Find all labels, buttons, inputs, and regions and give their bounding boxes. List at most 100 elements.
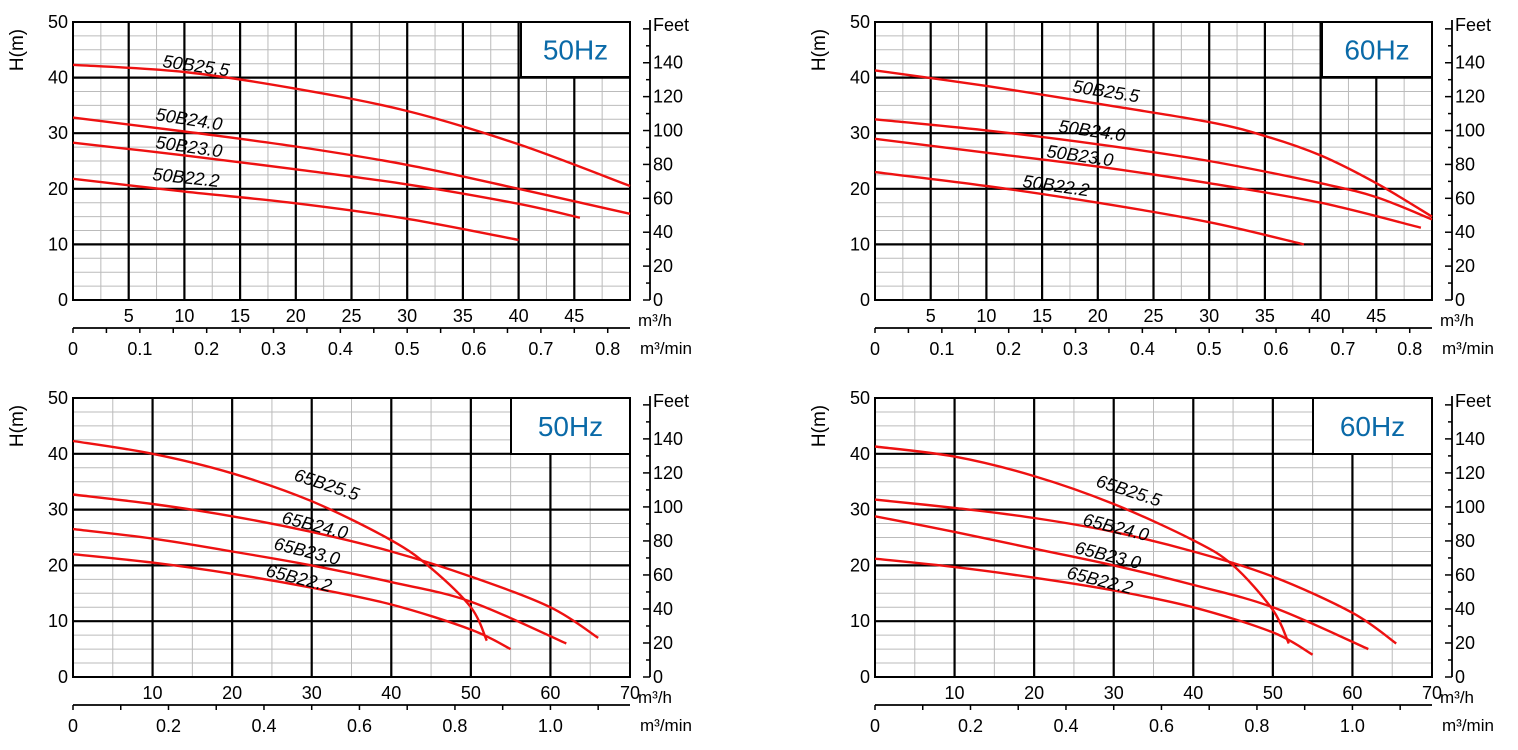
plot-frame <box>874 21 1433 301</box>
feet-axis-label: Feet <box>1455 15 1491 35</box>
m3min-tick-label: 0 <box>870 339 880 359</box>
m3min-tick-label: 0 <box>68 716 78 736</box>
curve-label-50B22.2: 50B22.2 <box>152 164 221 191</box>
x-tick-label: 30 <box>1104 683 1124 703</box>
m3min-tick-label: 0 <box>68 339 78 359</box>
x-tick-label: 40 <box>1183 683 1203 703</box>
y-tick-label: 0 <box>860 667 870 687</box>
x-axis-unit-m3min: m³/min <box>1442 716 1494 735</box>
x-tick-label: 35 <box>453 306 473 326</box>
x-tick-label: 10 <box>143 683 163 703</box>
x-tick-label: 45 <box>1366 306 1386 326</box>
m3min-tick-label: 0.8 <box>1397 339 1422 359</box>
curve-50B23.0 <box>874 137 1422 229</box>
feet-tick-label: 120 <box>1455 463 1485 483</box>
feet-tick-label: 0 <box>653 667 663 687</box>
m3min-tick-label: 0.8 <box>442 716 467 736</box>
curves <box>72 63 631 242</box>
curve-65B24.0 <box>72 493 599 639</box>
m3min-tick-label: 0.5 <box>395 339 420 359</box>
y-tick-label: 40 <box>850 68 870 88</box>
y-tick-label: 10 <box>850 611 870 631</box>
m3min-tick-label: 0.2 <box>996 339 1021 359</box>
y-tick-label: 40 <box>48 68 68 88</box>
feet-axis-label: Feet <box>653 15 689 35</box>
curve-50B24.0 <box>874 118 1433 221</box>
y-tick-label: 0 <box>58 667 68 687</box>
x-tick-label: 15 <box>1032 306 1052 326</box>
y-axis-label: H(m) <box>7 405 28 447</box>
feet-tick-label: 100 <box>653 121 683 141</box>
m3min-tick-label: 0.3 <box>261 339 286 359</box>
plot-frame <box>874 397 1433 678</box>
curve-50B25.5 <box>72 63 631 188</box>
feet-tick-label: 40 <box>653 222 673 242</box>
y-axis-label: H(m) <box>809 29 830 71</box>
frequency-label: 60Hz <box>1344 35 1409 66</box>
y-tick-label: 10 <box>850 234 870 254</box>
m3min-tick-label: 0.4 <box>251 716 276 736</box>
curve-50B22.2 <box>72 177 519 242</box>
feet-tick-label: 140 <box>653 429 683 449</box>
feet-tick-label: 0 <box>1455 667 1465 687</box>
x-tick-label: 10 <box>174 306 194 326</box>
m3min-tick-label: 0.3 <box>1063 339 1088 359</box>
y-tick-label: 50 <box>48 388 68 408</box>
frequency-box <box>520 21 631 78</box>
x-tick-label: 5 <box>926 306 936 326</box>
x-tick-label: 70 <box>620 683 640 703</box>
plot-frame <box>72 397 631 678</box>
feet-tick-label: 60 <box>653 565 673 585</box>
m3min-tick-label: 0.7 <box>528 339 553 359</box>
y-tick-label: 50 <box>850 12 870 32</box>
curve-65B23.0 <box>874 515 1369 651</box>
x-tick-label: 30 <box>1199 306 1219 326</box>
x-axis-unit-m3min: m³/min <box>640 339 692 358</box>
curve-50B22.2 <box>874 170 1305 246</box>
m3min-tick-label: 0.8 <box>595 339 620 359</box>
feet-axis-label: Feet <box>653 391 689 411</box>
x-tick-label: 15 <box>230 306 250 326</box>
x-tick-label: 50 <box>1263 683 1283 703</box>
y-tick-label: 10 <box>48 611 68 631</box>
x-tick-label: 40 <box>1311 306 1331 326</box>
feet-tick-label: 40 <box>1455 599 1475 619</box>
y-tick-label: 30 <box>850 123 870 143</box>
chart-panel-1: 50Hz50B25.550B24.050B23.050B22.201020304… <box>7 12 692 359</box>
y-axis-label: H(m) <box>809 405 830 447</box>
m3min-tick-label: 0.7 <box>1330 339 1355 359</box>
m3min-tick-label: 0.2 <box>156 716 181 736</box>
feet-tick-label: 140 <box>653 53 683 73</box>
x-axis-unit-m3min: m³/min <box>1442 339 1494 358</box>
feet-tick-label: 120 <box>653 463 683 483</box>
curve-label-50B25.5: 50B25.5 <box>161 51 231 80</box>
y-tick-label: 0 <box>860 290 870 310</box>
curves <box>874 69 1433 246</box>
curve-65B22.2 <box>874 557 1314 656</box>
m3min-tick-label: 0.4 <box>1130 339 1155 359</box>
x-axis-unit-m3min: m³/min <box>640 716 692 735</box>
x-tick-label: 60 <box>540 683 560 703</box>
y-tick-label: 20 <box>850 179 870 199</box>
m3min-tick-label: 0.6 <box>1264 339 1289 359</box>
x-tick-label: 35 <box>1255 306 1275 326</box>
frequency-box <box>510 397 631 455</box>
feet-tick-label: 40 <box>653 599 673 619</box>
x-tick-label: 70 <box>1422 683 1442 703</box>
y-tick-label: 20 <box>48 179 68 199</box>
x-tick-label: 25 <box>341 306 361 326</box>
x-tick-label: 30 <box>302 683 322 703</box>
m3min-tick-label: 0.4 <box>328 339 353 359</box>
feet-tick-label: 0 <box>653 290 663 310</box>
x-tick-label: 20 <box>222 683 242 703</box>
feet-tick-label: 80 <box>1455 154 1475 174</box>
feet-tick-label: 60 <box>1455 188 1475 208</box>
y-tick-label: 40 <box>48 444 68 464</box>
curve-65B25.5 <box>874 445 1290 645</box>
x-tick-label: 20 <box>1088 306 1108 326</box>
x-tick-label: 10 <box>976 306 996 326</box>
y-tick-label: 40 <box>850 444 870 464</box>
feet-tick-label: 80 <box>1455 531 1475 551</box>
y-tick-label: 30 <box>850 500 870 520</box>
